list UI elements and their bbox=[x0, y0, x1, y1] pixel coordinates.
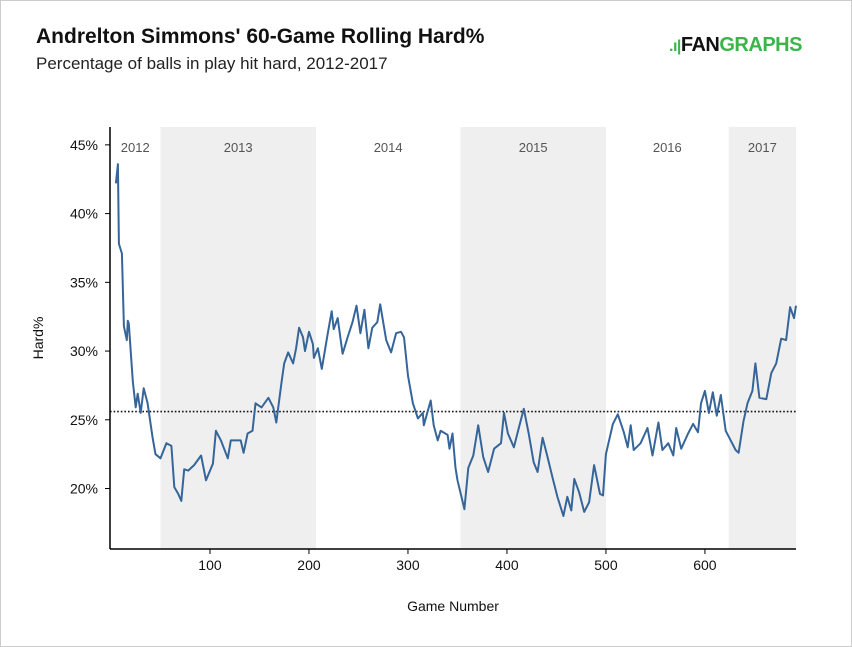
fangraphs-logo: .ı|FANGRAPHS bbox=[669, 34, 802, 56]
season-band-2013 bbox=[160, 127, 316, 549]
season-label-2017: 2017 bbox=[748, 140, 777, 155]
season-label-2012: 2012 bbox=[121, 140, 150, 155]
x-tick-label: 200 bbox=[297, 557, 321, 573]
x-tick-label: 600 bbox=[693, 557, 717, 573]
season-label-2014: 2014 bbox=[374, 140, 403, 155]
season-label-2016: 2016 bbox=[653, 140, 682, 155]
season-band-2015 bbox=[460, 127, 606, 549]
chart-title: Andrelton Simmons' 60-Game Rolling Hard% bbox=[36, 25, 485, 48]
x-tick-label: 300 bbox=[396, 557, 420, 573]
x-axis-label: Game Number bbox=[407, 598, 499, 614]
season-band-2017 bbox=[728, 127, 796, 549]
y-tick-label: 45% bbox=[70, 137, 98, 153]
y-tick-label: 30% bbox=[70, 343, 98, 359]
y-tick-label: 20% bbox=[70, 481, 98, 497]
chart-subtitle: Percentage of balls in play hit hard, 20… bbox=[36, 54, 388, 73]
y-tick-label: 40% bbox=[70, 206, 98, 222]
y-tick-label: 35% bbox=[70, 274, 98, 290]
season-label-2013: 2013 bbox=[224, 140, 253, 155]
x-tick-label: 400 bbox=[495, 557, 519, 573]
season-label-2015: 2015 bbox=[519, 140, 548, 155]
y-axis-label: Hard% bbox=[30, 317, 46, 360]
x-tick-label: 500 bbox=[594, 557, 618, 573]
y-tick-label: 25% bbox=[70, 412, 98, 428]
hard-pct-line bbox=[114, 163, 797, 517]
x-tick-label: 100 bbox=[198, 557, 222, 573]
